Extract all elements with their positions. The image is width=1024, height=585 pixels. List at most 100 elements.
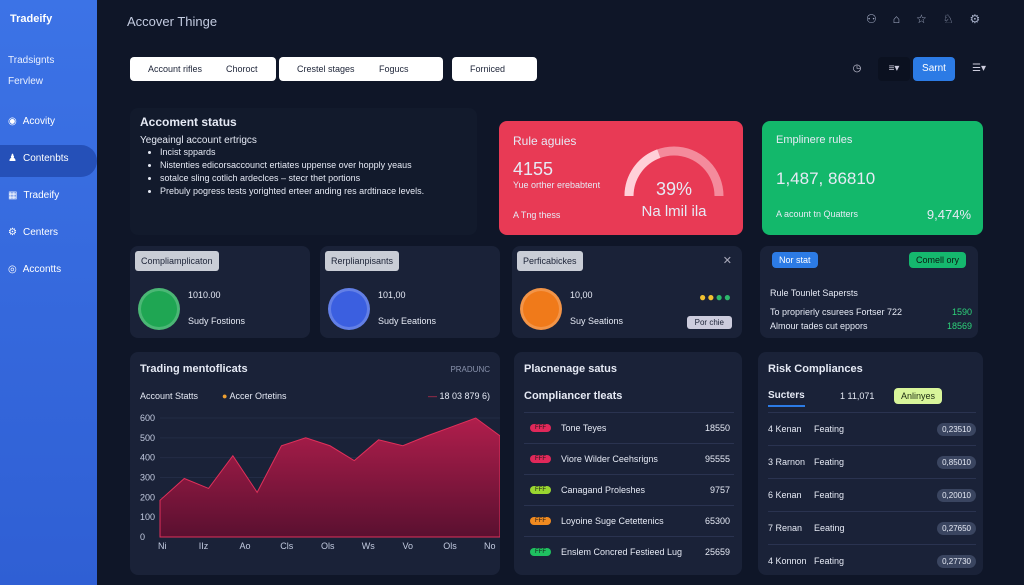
sidebar-top: Fervlew	[8, 76, 44, 87]
row-status: Eeating	[814, 523, 845, 533]
mini-icon	[138, 288, 180, 330]
y-tick-label: 500	[140, 433, 155, 443]
sidebar-text: Acovity	[22, 116, 55, 127]
row-value: 0,27650	[937, 521, 976, 535]
row-value: 0,23510	[937, 422, 976, 436]
mini-label: Sudy Eeations	[378, 316, 437, 326]
card-title: Trading mentoflicats	[140, 363, 248, 375]
legend-text: 18 03 879 6)	[439, 391, 490, 401]
row-value: 0,85010	[937, 455, 976, 469]
mini-value: 101,00	[378, 290, 406, 300]
card-value: 4155	[513, 159, 554, 179]
sidebar-icon: ♟	[8, 153, 17, 164]
filter-button[interactable]: Forniced	[470, 64, 506, 74]
menu-button[interactable]: ≡▾	[878, 57, 910, 81]
card-title: Accoment status	[140, 115, 237, 129]
card-subtitle: Yegeaingl account ertrigcs	[140, 135, 257, 146]
y-tick-label: 400	[140, 453, 155, 463]
row-value: 9757	[709, 485, 730, 495]
x-tick-label: Ols	[443, 541, 457, 551]
active-item-bg	[0, 145, 97, 177]
count: 1 11,071	[840, 391, 875, 401]
legend-item: Account Statts	[140, 391, 199, 401]
mini-button[interactable]: Por chie	[686, 316, 732, 329]
risk-rows: 4 Kenan Feating 0,23510 3 Rarnon Feating 0,85…	[768, 412, 976, 577]
filter-group	[279, 57, 443, 81]
tab[interactable]: Sucters	[768, 390, 805, 407]
sidebar-item[interactable]: ◎ Accontts	[8, 264, 61, 275]
clock-button[interactable]: ◷	[852, 63, 862, 74]
close[interactable]: ✕	[722, 255, 732, 267]
mini-card: Compliamplicaton 1010.00 Sudy Fostions	[130, 246, 310, 338]
card-percent: 9,474%	[926, 207, 971, 222]
panel-title: Rule Tounlet Sapersts	[770, 288, 858, 298]
gauge	[624, 146, 724, 197]
row-id: 4 Konnon	[768, 556, 807, 566]
card-title: Emplinere rules	[776, 134, 853, 146]
mini-value: 10,00	[570, 290, 593, 300]
card-footer: A Tng thess	[513, 210, 561, 220]
action-button[interactable]: Sarnt	[913, 57, 955, 81]
row-value: 0,27730	[937, 554, 976, 568]
row-name: Viore Wilder Ceehsrigns	[561, 453, 658, 464]
filter-button[interactable]: Account rifles	[148, 64, 203, 74]
gauge-fill	[624, 149, 661, 197]
x-tick-label: Ni	[158, 541, 167, 551]
sidebar-text: Contenbts	[22, 153, 69, 164]
card-footer: A acount tn Quatters	[776, 209, 859, 219]
row-name: Canagand Proleshes	[561, 484, 646, 495]
risk-row: 3 Rarnon Feating 0,85010	[768, 445, 976, 478]
filter-button[interactable]: Crestel stages	[297, 64, 355, 74]
y-tick-label: 100	[140, 512, 155, 522]
dots: ●●●●	[699, 290, 732, 304]
row-value: 18569	[946, 321, 972, 331]
risk-row: 7 Renan Eeating 0,27650	[768, 511, 976, 544]
sidebar-icon: ⚙	[8, 227, 17, 238]
y-tick-label: 600	[140, 413, 155, 423]
sidebar-item[interactable]: ♟ Contenbts	[8, 153, 69, 164]
badge[interactable]: Comell ory	[909, 252, 967, 268]
account-status-card: Accoment status Yegeaingl account ertrig…	[130, 108, 477, 235]
analyze-button[interactable]: Anlinyes	[894, 388, 943, 404]
row-id: 3 Rarnon	[768, 457, 806, 467]
row-status: Feating	[814, 424, 845, 434]
header-icons[interactable]: ⚇⌂☆♘⚙	[866, 12, 997, 26]
risk-row: 4 Konnon Feating 0,27730	[768, 544, 976, 577]
row-id: 7 Renan	[768, 523, 803, 533]
mini-icon	[328, 288, 370, 330]
placement-rows: FFF Tone Teyes 18550 FFF Viore Wilder Ceehsr…	[524, 412, 734, 567]
list-button[interactable]: ☰▾	[972, 63, 986, 74]
card-title: Risk Compliances	[768, 363, 863, 375]
bullet-list: Incist sppardsNistenties edicorsaccounct…	[130, 146, 450, 198]
legend-text: Accer Ortetins	[229, 391, 287, 401]
compliance-card: Emplinere rules 1,487, 86810 A acount tn…	[762, 121, 983, 235]
sidebar-item[interactable]: ▦ Tradeify	[8, 190, 59, 201]
filter-button[interactable]: Fogucs	[379, 64, 409, 74]
row-status: Feating	[814, 490, 845, 500]
legend-item: ● Accer Ortetins	[222, 391, 287, 401]
risk-row: 6 Kenan Feating 0,20010	[768, 478, 976, 511]
sidebar-item[interactable]: ⚙ Centers	[8, 227, 58, 238]
row-name: Tone Teyes	[561, 422, 607, 433]
card-caption: Yue orther erebabtent	[513, 180, 601, 190]
placement-row: FFF Canagand Proleshes 9757	[524, 474, 734, 505]
bullet: Incist sppards	[160, 146, 450, 159]
trading-card: Trading mentoflicats PRADUNC Account Sta…	[130, 352, 500, 575]
placement-row: FFF Enslem Concred Festieed Lug 25659	[524, 536, 734, 567]
x-tick-label: IIz	[199, 541, 209, 551]
mini-tag: Perficabickes	[517, 251, 583, 271]
sidebar-top: Tradsignts	[8, 55, 55, 66]
placement-row: FFF Tone Teyes 18550	[524, 412, 734, 443]
status-badge: FFF	[530, 486, 551, 494]
status-badge: FFF	[530, 424, 551, 432]
badge[interactable]: Nor stat	[772, 252, 818, 268]
filter-button[interactable]: Choroct	[226, 64, 258, 74]
sidebar: Tradeify Tradsignts Fervlew ◉ Acovity ♟ Con…	[0, 0, 97, 585]
mini-value: 1010.00	[188, 290, 221, 300]
row-value: 1590	[951, 307, 972, 317]
sidebar-item[interactable]: ◉ Acovity	[8, 116, 55, 127]
bullet: sotalce sling cotlich ardeclces – stecr …	[160, 172, 450, 185]
mini-label: Sudy Fostions	[188, 316, 246, 326]
row-status: Feating	[814, 556, 845, 566]
